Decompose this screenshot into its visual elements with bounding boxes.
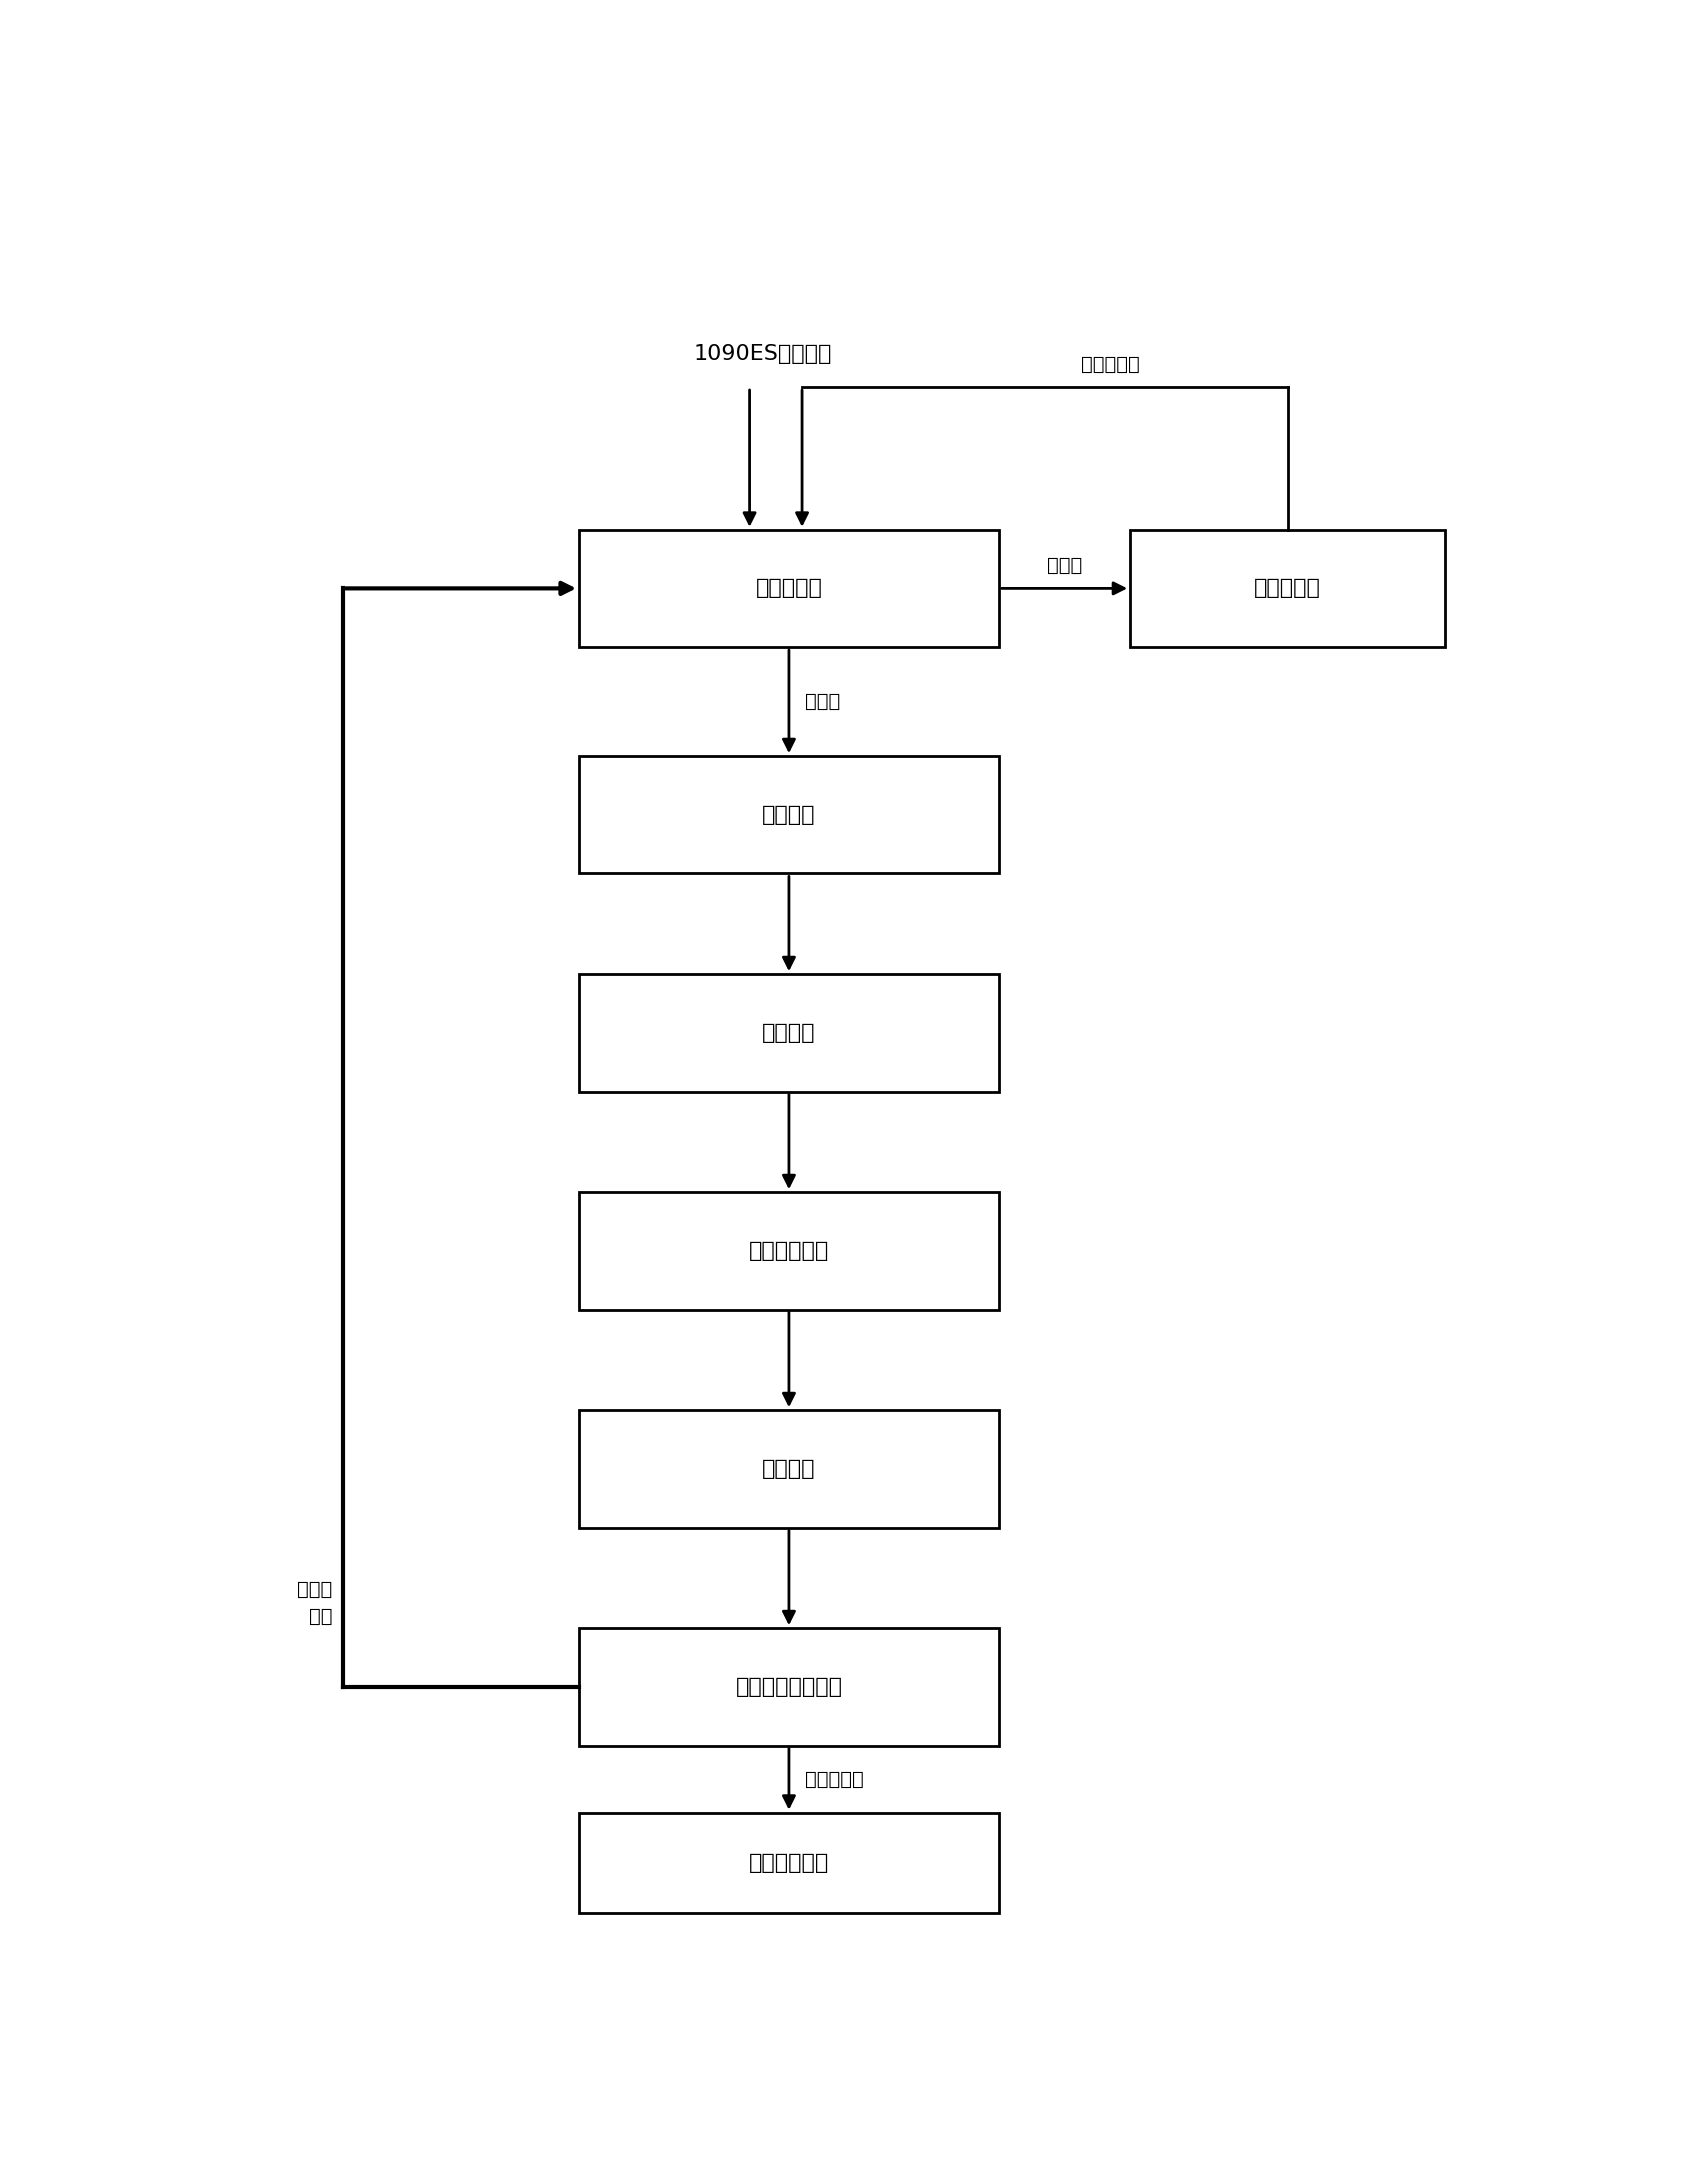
FancyBboxPatch shape	[579, 974, 999, 1091]
Text: 无信号: 无信号	[1046, 555, 1082, 575]
Text: 有二次拐点: 有二次拐点	[804, 1769, 863, 1788]
FancyBboxPatch shape	[579, 756, 999, 873]
Text: 二次拐点门限检测: 二次拐点门限检测	[735, 1677, 843, 1697]
Text: 相关累加: 相关累加	[762, 806, 816, 825]
FancyBboxPatch shape	[579, 1409, 999, 1527]
FancyBboxPatch shape	[579, 529, 999, 647]
Text: 二次差分: 二次差分	[762, 1459, 816, 1479]
Text: 底噪声方差: 底噪声方差	[1082, 355, 1139, 375]
Text: 1090ES视频信号: 1090ES视频信号	[694, 344, 831, 364]
FancyBboxPatch shape	[579, 1191, 999, 1309]
Text: 一次拐点提取: 一次拐点提取	[748, 1241, 830, 1261]
Text: 一次差分: 一次差分	[762, 1024, 816, 1043]
FancyBboxPatch shape	[1129, 529, 1446, 647]
Text: 底噪声估计: 底噪声估计	[1255, 579, 1321, 599]
Text: 无二次
拐点: 无二次 拐点	[296, 1581, 332, 1625]
FancyBboxPatch shape	[579, 1812, 999, 1912]
Text: 双门限检测: 双门限检测	[755, 579, 823, 599]
FancyBboxPatch shape	[579, 1629, 999, 1745]
Text: 有信号: 有信号	[804, 693, 840, 710]
Text: 二次拐点提取: 二次拐点提取	[748, 1853, 830, 1873]
